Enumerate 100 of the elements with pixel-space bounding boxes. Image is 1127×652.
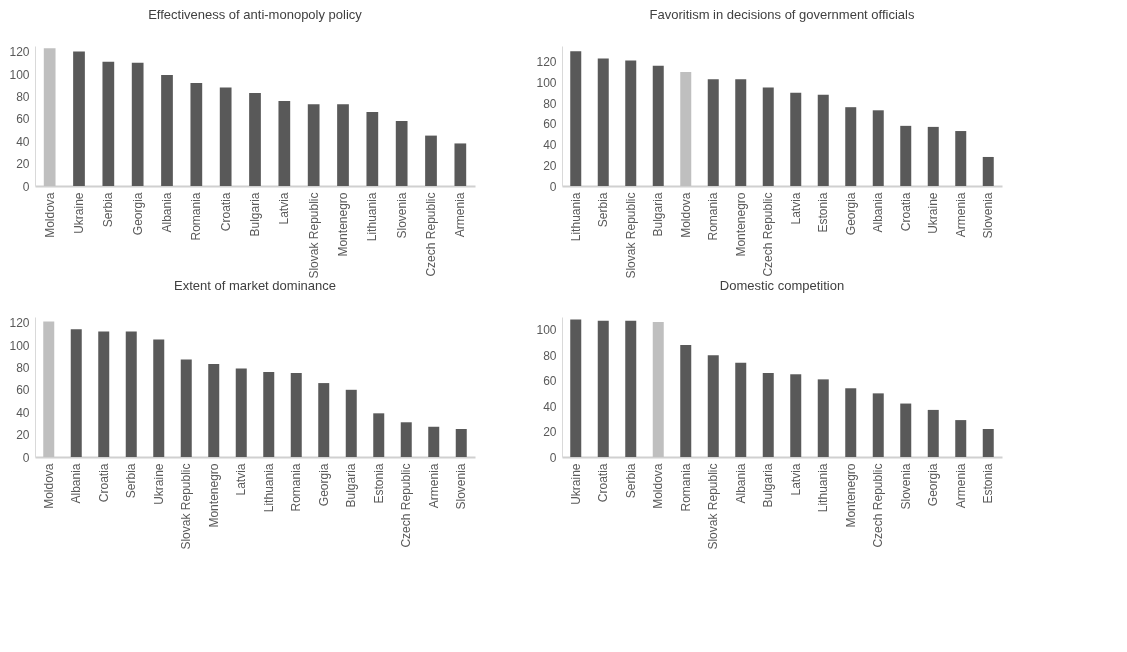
x-tick-label: Czech Republic xyxy=(871,463,886,548)
x-tick-label: Moldova xyxy=(651,463,666,509)
bar xyxy=(817,94,829,186)
bar xyxy=(98,331,110,457)
x-tick-label: Slovenia xyxy=(394,192,409,239)
bar xyxy=(454,143,467,186)
bar xyxy=(735,362,747,457)
x-tick-label: Bulgaria xyxy=(344,463,359,508)
bar xyxy=(597,320,609,457)
y-tick-label: 40 xyxy=(543,399,557,414)
y-tick-label: 0 xyxy=(549,179,557,194)
x-tick-label: Moldova xyxy=(41,463,56,509)
bar xyxy=(955,420,967,457)
bar xyxy=(927,409,939,457)
x-tick-label: Bulgaria xyxy=(651,192,666,237)
x-tick-label: Serbia xyxy=(124,463,139,499)
bar xyxy=(219,87,232,186)
x-tick-label: Moldova xyxy=(42,192,57,238)
bar xyxy=(900,125,912,186)
y-tick-label: 40 xyxy=(16,134,30,149)
x-tick-label: Croatia xyxy=(898,192,913,232)
x-tick-label: Montenegro xyxy=(733,192,748,257)
bar xyxy=(153,339,165,457)
x-tick-label: Albania xyxy=(69,463,84,504)
bar xyxy=(762,87,774,186)
y-tick-label: 20 xyxy=(16,428,30,443)
bar xyxy=(652,65,664,186)
x-tick-label: Georgia xyxy=(926,463,941,507)
x-tick-label: Ukraine xyxy=(151,463,166,505)
bar xyxy=(73,51,85,186)
y-tick-label: 100 xyxy=(9,338,30,353)
x-tick-label: Latvia xyxy=(788,192,803,225)
bar xyxy=(625,320,637,457)
x-tick-label: Slovak Republic xyxy=(623,192,638,279)
x-tick-label: Serbia xyxy=(101,192,116,228)
y-tick-label: 120 xyxy=(536,55,557,70)
x-tick-label: Armenia xyxy=(953,463,968,509)
bar xyxy=(70,329,82,457)
x-tick-label: Albania xyxy=(871,192,886,233)
bar xyxy=(102,61,115,186)
bar xyxy=(680,71,692,186)
x-tick-label: Serbia xyxy=(623,463,638,499)
bar xyxy=(652,322,664,457)
bar xyxy=(428,426,440,457)
x-tick-label: Armenia xyxy=(453,192,468,238)
bar xyxy=(570,51,582,186)
y-tick-label: 100 xyxy=(9,67,30,82)
x-tick-label: Romania xyxy=(678,463,693,512)
y-tick-label: 60 xyxy=(543,117,557,132)
bar xyxy=(872,393,884,457)
x-tick-label: Moldova xyxy=(678,192,693,238)
x-tick-label: Czech Republic xyxy=(424,192,438,277)
bar xyxy=(455,429,467,457)
bar xyxy=(373,413,385,457)
bar xyxy=(955,131,967,186)
x-tick-label: Ukraine xyxy=(926,192,941,234)
x-tick-label: Estonia xyxy=(371,463,386,504)
bar xyxy=(927,126,939,186)
bar xyxy=(249,93,261,186)
x-tick-label: Georgia xyxy=(316,463,331,507)
bar xyxy=(597,58,609,186)
bar xyxy=(762,373,774,457)
x-tick-label: Croatia xyxy=(596,463,611,503)
x-tick-label: Lithuania xyxy=(816,463,831,513)
bar xyxy=(680,345,692,457)
bar xyxy=(425,135,437,186)
bar xyxy=(817,379,829,457)
y-tick-label: 80 xyxy=(16,360,30,375)
x-tick-label: Latvia xyxy=(234,463,249,496)
y-tick-label: 120 xyxy=(9,316,30,331)
bar xyxy=(43,321,55,457)
y-tick-label: 20 xyxy=(543,425,557,440)
y-tick-label: 0 xyxy=(22,450,30,465)
x-tick-label: Estonia xyxy=(981,463,996,504)
x-tick-label: Lithuania xyxy=(568,192,583,242)
x-tick-label: Latvia xyxy=(277,192,292,225)
x-tick-label: Montenegro xyxy=(336,192,350,257)
x-tick-label: Czech Republic xyxy=(399,463,414,548)
chart-title: Extent of market dominance xyxy=(174,277,336,293)
chart-title: Favoritism in decisions of government officials xyxy=(649,7,915,22)
y-tick-label: 20 xyxy=(543,158,557,173)
bar xyxy=(345,389,357,457)
x-tick-label: Montenegro xyxy=(843,463,858,528)
bar xyxy=(263,371,275,457)
bar xyxy=(278,100,291,186)
bar xyxy=(900,403,912,457)
x-tick-label: Slovak Republic xyxy=(706,463,721,550)
bar xyxy=(735,79,747,186)
bar xyxy=(235,368,247,457)
bar xyxy=(790,374,802,457)
x-tick-label: Georgia xyxy=(130,192,145,236)
y-tick-label: 100 xyxy=(536,323,557,338)
bar xyxy=(845,107,857,186)
x-tick-label: Bulgaria xyxy=(248,192,262,237)
bar xyxy=(400,422,412,457)
bar xyxy=(707,355,719,457)
x-tick-label: Romania xyxy=(289,463,304,512)
bar xyxy=(707,79,719,186)
chart-title: Domestic competition xyxy=(719,278,845,293)
x-tick-label: Lithuania xyxy=(365,192,380,242)
